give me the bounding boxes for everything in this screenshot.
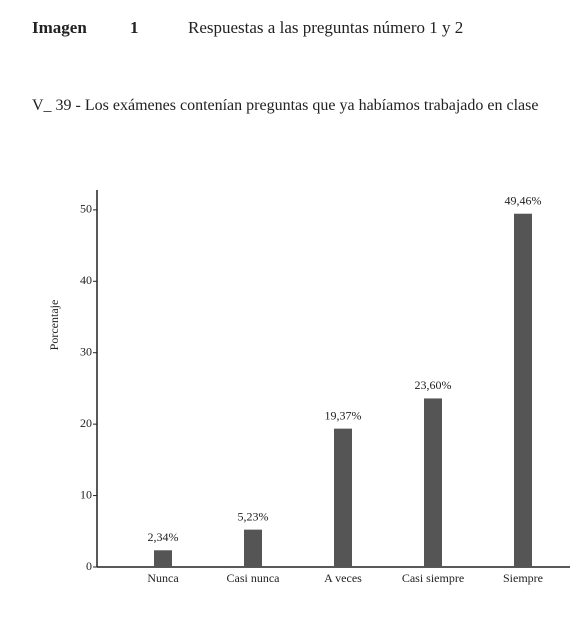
- figure-title: Respuestas a las preguntas número 1 y 2: [188, 18, 464, 37]
- bar: [424, 398, 442, 567]
- bar: [514, 213, 532, 567]
- x-tick-label: Siempre: [503, 571, 543, 585]
- value-label: 23,60%: [415, 378, 452, 392]
- value-label: 2,34%: [148, 530, 179, 544]
- x-tick-label: Casi siempre: [402, 571, 464, 585]
- figure-number: 1: [130, 18, 139, 37]
- y-tick-label: 30: [80, 344, 92, 358]
- y-axis-label: Porcentaje: [47, 300, 61, 351]
- bar: [334, 428, 352, 567]
- y-tick-label: 50: [80, 202, 92, 216]
- value-label: 19,37%: [325, 408, 362, 422]
- value-label: 5,23%: [238, 509, 269, 523]
- y-tick-label: 10: [80, 487, 92, 501]
- y-tick-label: 0: [86, 559, 92, 573]
- bar: [154, 550, 172, 567]
- bar: [244, 529, 262, 567]
- value-label: 49,46%: [505, 193, 542, 207]
- figure-label: Imagen: [32, 18, 87, 37]
- x-tick-label: Casi nunca: [227, 571, 281, 585]
- y-tick-label: 20: [80, 416, 92, 430]
- x-tick-label: Nunca: [147, 571, 179, 585]
- y-tick-label: 40: [80, 273, 92, 287]
- chart-subtitle: V_ 39 - Los exámenes contenían preguntas…: [32, 97, 539, 114]
- x-tick-label: A veces: [324, 571, 362, 585]
